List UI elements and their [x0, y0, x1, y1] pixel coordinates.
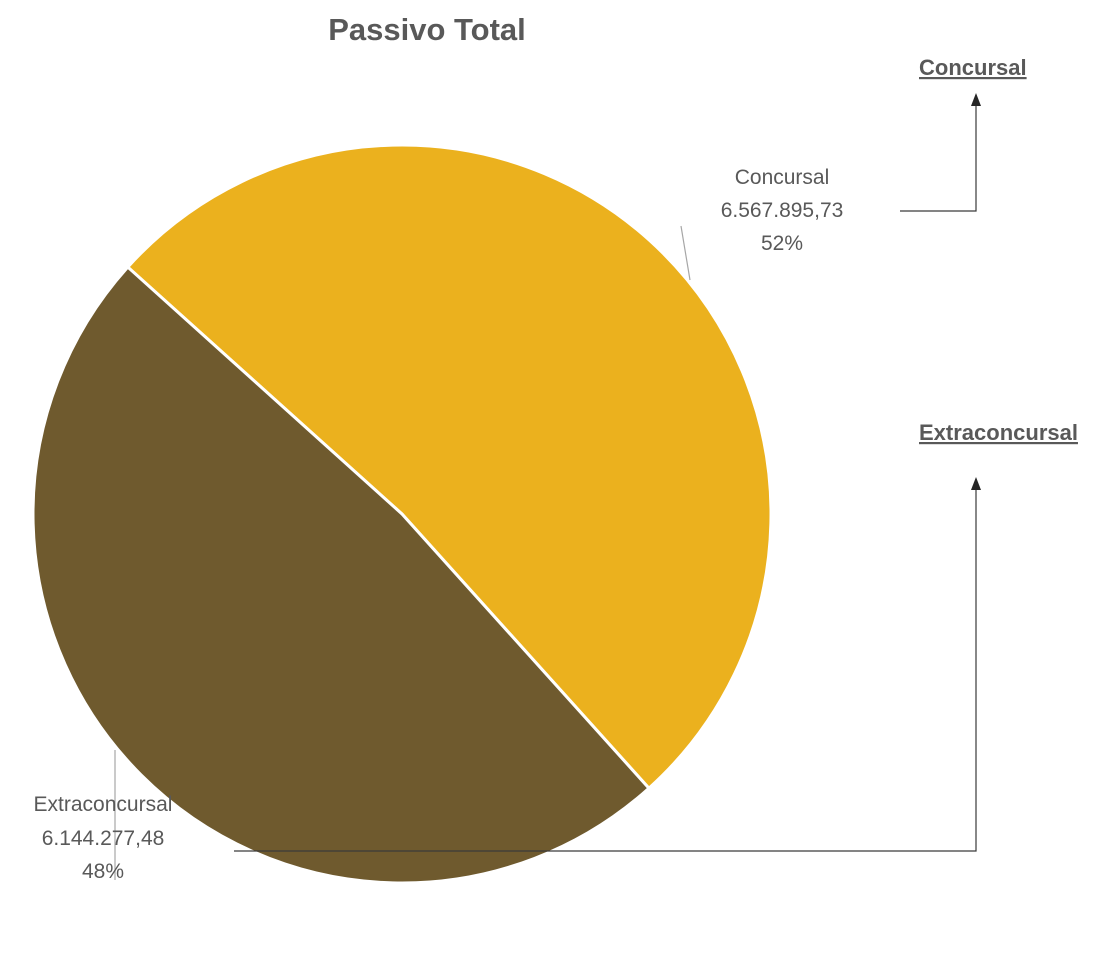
pie-slices [31, 143, 773, 885]
data-label-concursal-value: 6.567.895,73 [721, 199, 844, 222]
link-extraconcursal[interactable]: Extraconcursal [919, 420, 1078, 445]
data-label-concursal-percent: 52% [761, 232, 803, 255]
data-label-extraconcursal-value: 6.144.277,48 [42, 827, 165, 850]
link-concursal[interactable]: Concursal [919, 55, 1027, 80]
leader-line-concursal [680, 225, 691, 281]
pie-slice-extraconcursal [31, 265, 651, 885]
data-label-concursal-category: Concursal [735, 166, 830, 189]
chart-title: Passivo Total [328, 12, 526, 47]
data-label-concursal: Concursal 6.567.895,73 52% [721, 166, 844, 255]
arrowhead-concursal-icon [971, 93, 981, 106]
data-label-extraconcursal-category: Extraconcursal [34, 793, 173, 816]
data-label-extraconcursal-percent: 48% [82, 860, 124, 883]
connector-line-concursal [900, 104, 977, 212]
arrowhead-extraconcursal-icon [971, 477, 981, 490]
connector-line-extraconcursal [234, 488, 977, 852]
pie-slice-concursal [126, 143, 773, 790]
data-label-extraconcursal: Extraconcursal 6.144.277,48 48% [34, 793, 173, 883]
